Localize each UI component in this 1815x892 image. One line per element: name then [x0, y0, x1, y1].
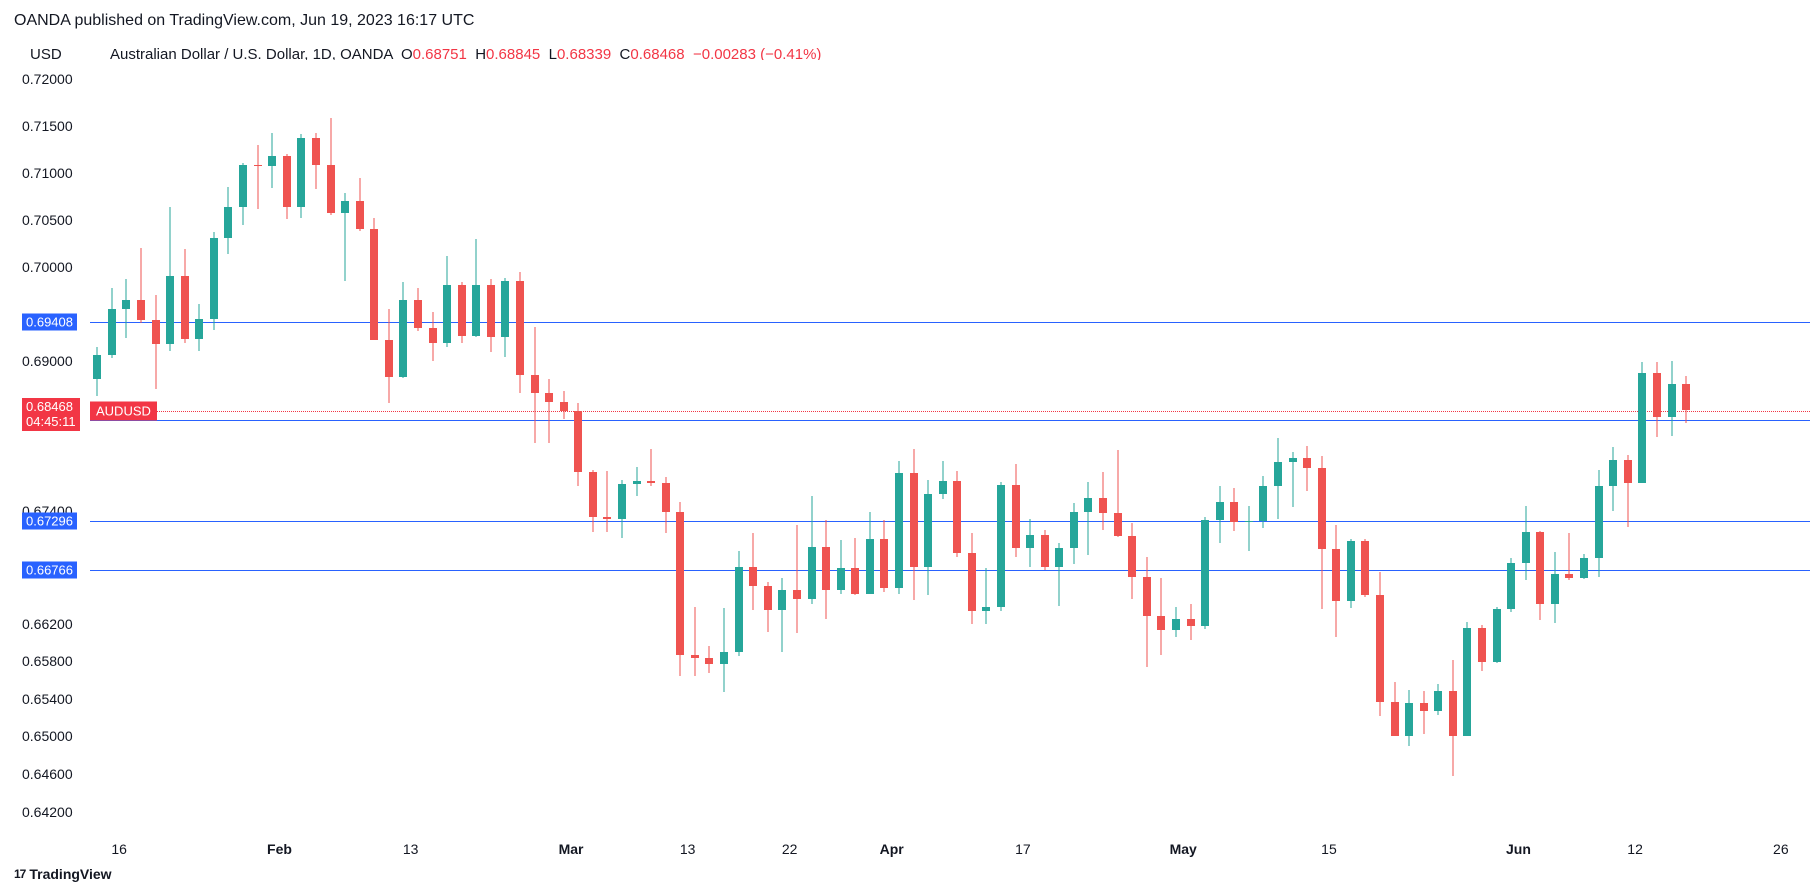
xaxis-tick: Jun: [1506, 841, 1531, 857]
xaxis-tick: 12: [1627, 841, 1643, 857]
tradingview-logo: 17 TradingView: [14, 866, 112, 882]
xaxis-tick: Feb: [267, 841, 292, 857]
xaxis-tick: Apr: [880, 841, 904, 857]
xaxis-tick: 13: [403, 841, 419, 857]
tradingview-text: TradingView: [29, 866, 111, 882]
yaxis-tick: 0.71000: [22, 165, 73, 181]
yaxis-tick: 0.69000: [22, 353, 73, 369]
horizontal-line: [90, 521, 1810, 522]
xaxis-tick: 15: [1321, 841, 1337, 857]
tv-logo-icon: 17: [14, 867, 25, 881]
current-price-label: 0.6846804:45:11: [22, 398, 80, 431]
yaxis-tick: 0.72000: [22, 71, 73, 87]
yaxis-tick: 0.71500: [22, 118, 73, 134]
horizontal-line: [90, 420, 1810, 421]
xaxis-tick: Mar: [559, 841, 584, 857]
hline-label: 0.66766: [22, 562, 77, 579]
yaxis-tick: 0.65000: [22, 728, 73, 744]
yaxis-tick: 0.64200: [22, 804, 73, 820]
candlestick-chart[interactable]: 0.720000.715000.710000.705000.700000.690…: [90, 60, 1810, 835]
hline-label: 0.67296: [22, 512, 77, 529]
horizontal-line: [90, 570, 1810, 571]
hline-label: 0.69408: [22, 314, 77, 331]
horizontal-line: [90, 322, 1810, 323]
xaxis-tick: 26: [1773, 841, 1789, 857]
yaxis-tick: 0.66200: [22, 616, 73, 632]
symbol-badge: AUDUSD: [90, 401, 157, 420]
xaxis-tick: 13: [680, 841, 696, 857]
yaxis-title: USD: [30, 46, 62, 63]
yaxis-tick: 0.64600: [22, 766, 73, 782]
yaxis-tick: 0.65400: [22, 691, 73, 707]
xaxis-tick: 17: [1015, 841, 1031, 857]
yaxis-tick: 0.65800: [22, 653, 73, 669]
xaxis-tick: 16: [111, 841, 127, 857]
xaxis-tick: 22: [782, 841, 798, 857]
yaxis-tick: 0.70000: [22, 259, 73, 275]
publish-header: OANDA published on TradingView.com, Jun …: [14, 12, 474, 30]
yaxis-tick: 0.70500: [22, 212, 73, 228]
current-price-line: [90, 411, 1810, 412]
xaxis-tick: May: [1170, 841, 1197, 857]
